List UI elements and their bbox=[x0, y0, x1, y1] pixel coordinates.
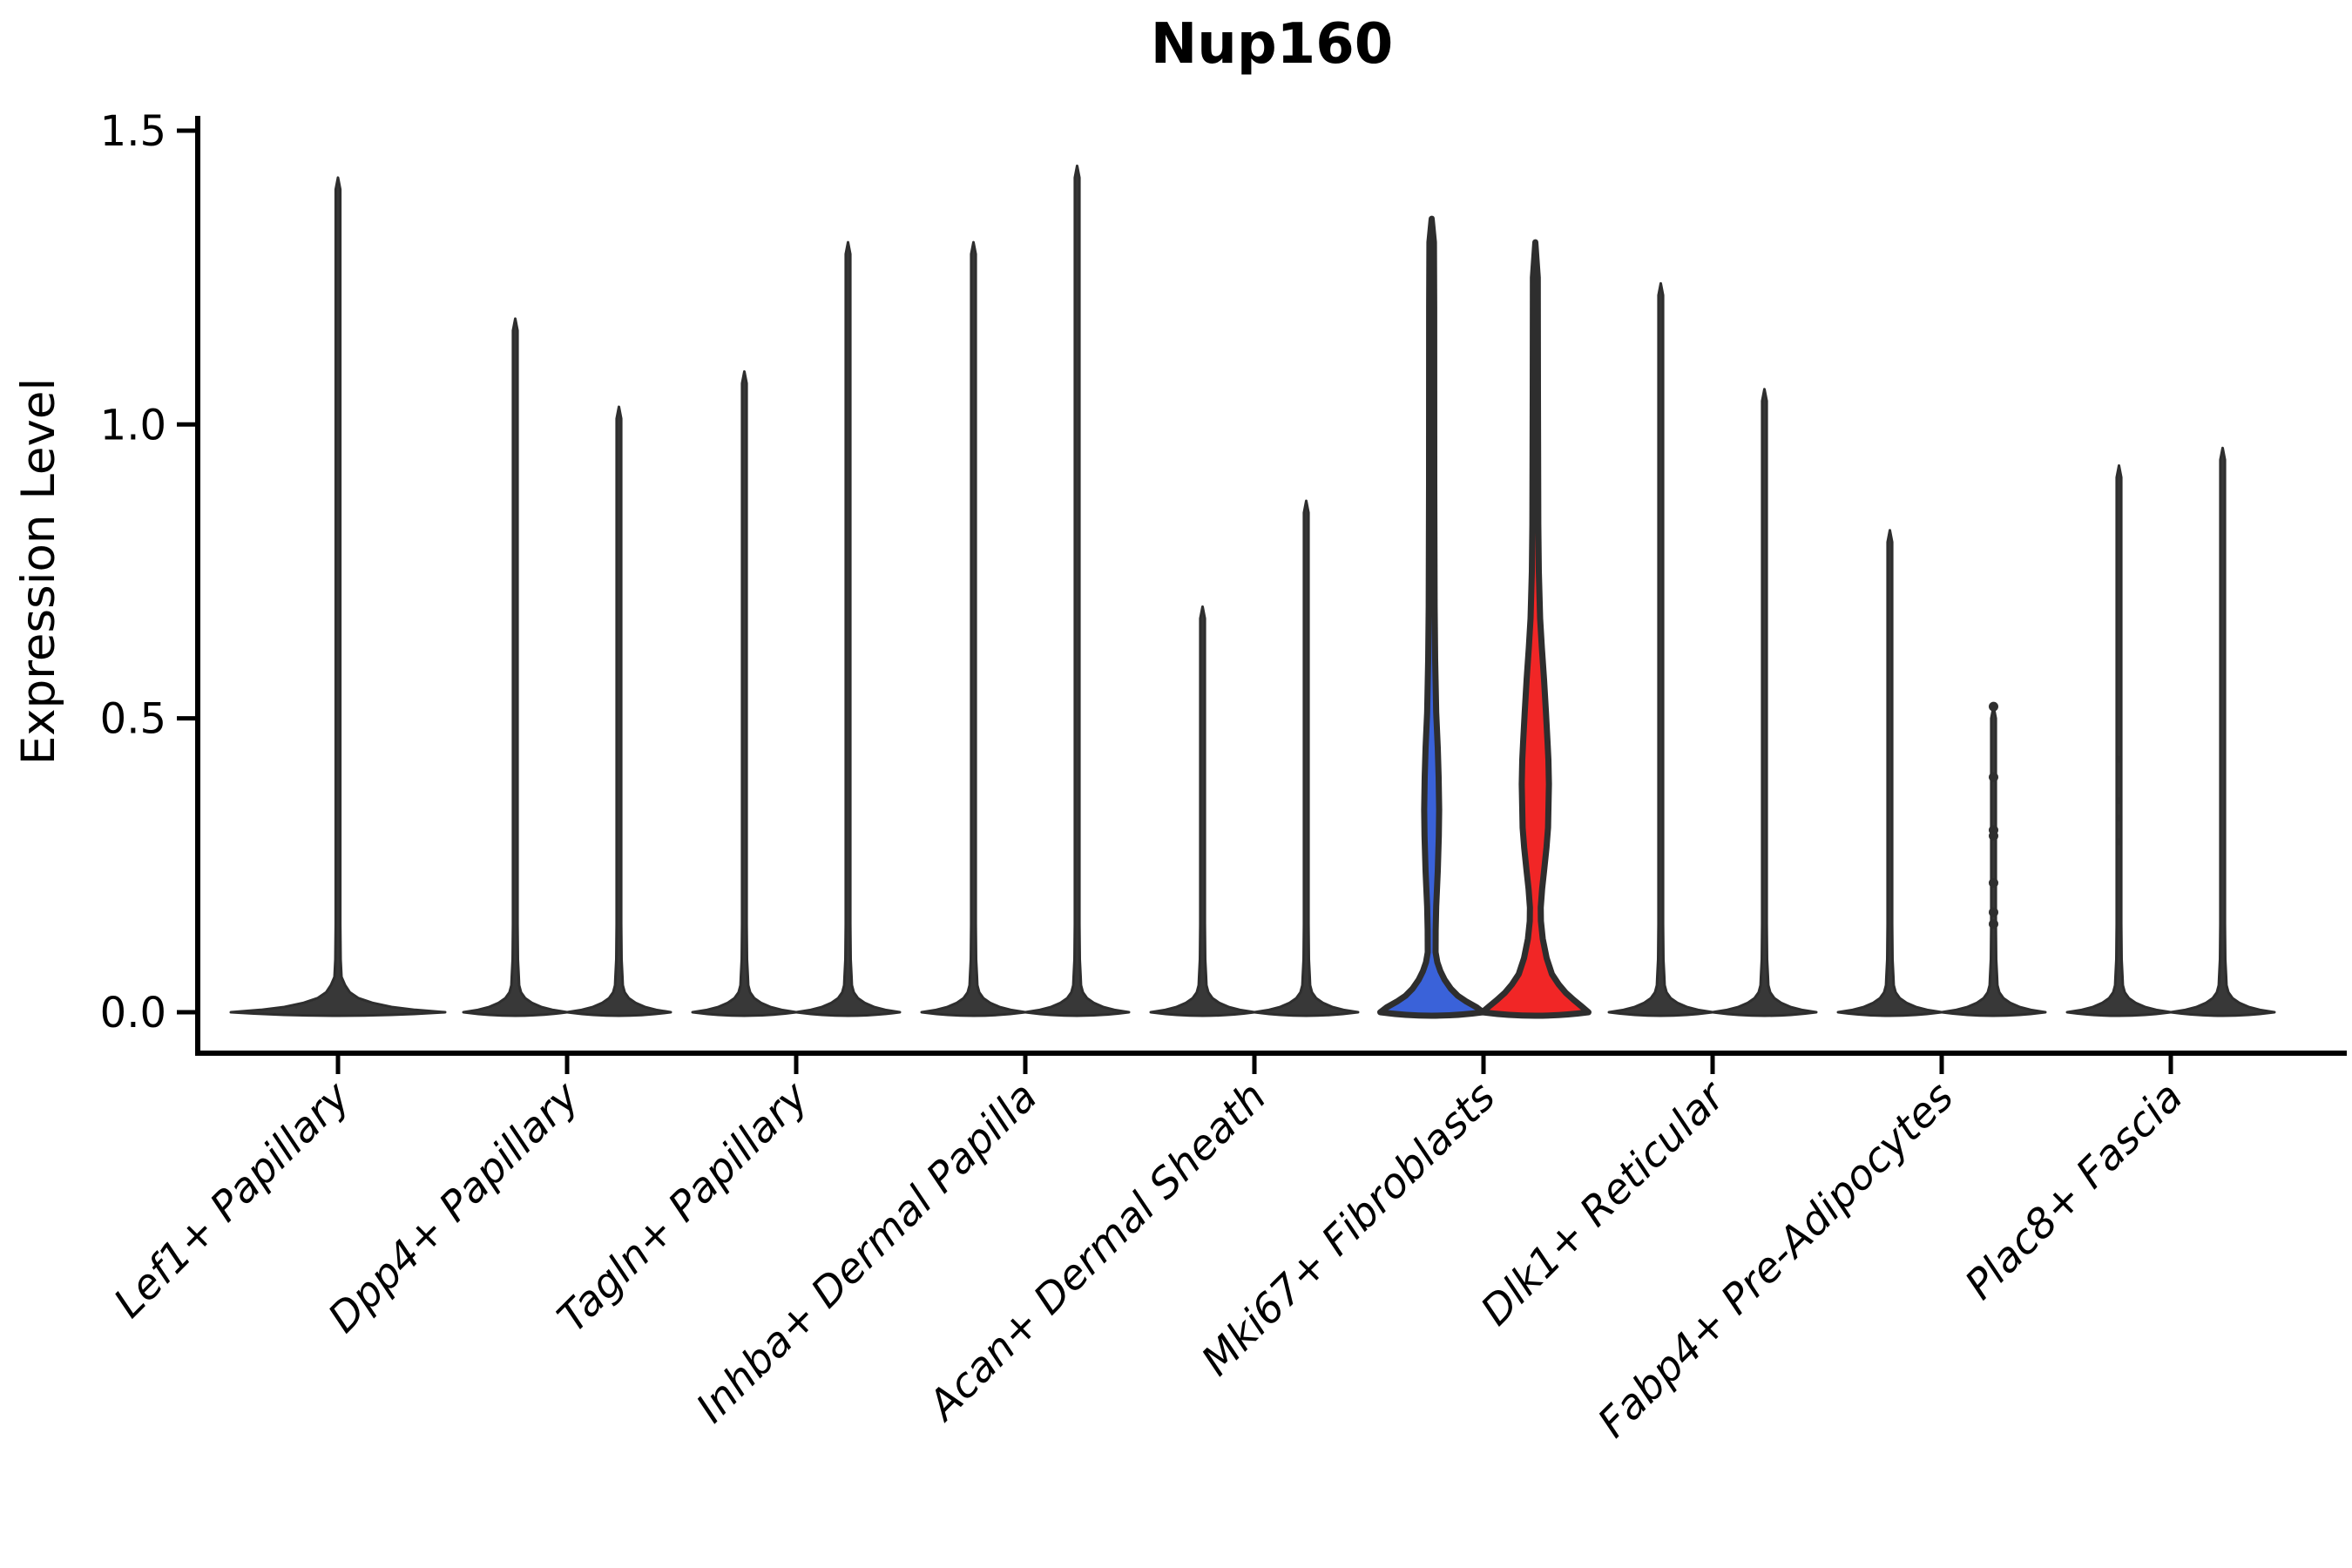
violin-1-right bbox=[565, 405, 672, 1017]
violin-8-right bbox=[2169, 446, 2276, 1017]
y-tick-label: 0.0 bbox=[100, 989, 166, 1037]
jitter-dot bbox=[1989, 772, 1998, 782]
x-tick-label-2: Tagln+ Papillary bbox=[549, 1072, 819, 1342]
violin-7-right bbox=[1940, 705, 2047, 1017]
y-axis-label: Expression Level bbox=[12, 378, 65, 765]
jitter-dot bbox=[1989, 878, 1998, 889]
jitter-dot bbox=[1989, 907, 1998, 917]
violin-6-left bbox=[1607, 281, 1714, 1017]
violin-5-right bbox=[1479, 239, 1592, 1019]
violin-layer bbox=[229, 164, 2276, 1019]
violin-0-center bbox=[229, 176, 447, 1017]
violin-8-left bbox=[2065, 464, 2173, 1017]
jitter-dot bbox=[2115, 797, 2123, 805]
violin-4-left bbox=[1149, 605, 1256, 1017]
jitter-dot bbox=[1989, 919, 1998, 929]
violin-5-left bbox=[1377, 215, 1486, 1019]
jitter-layer bbox=[1989, 701, 2123, 929]
y-tick-label: 0.5 bbox=[100, 695, 166, 744]
x-tick-label-6: Dlk1+ Reticular bbox=[1472, 1071, 1736, 1335]
jitter-dot bbox=[1989, 831, 1998, 841]
violin-4-right bbox=[1253, 499, 1360, 1017]
chart-title: Nup160 bbox=[1151, 12, 1394, 77]
jitter-dot bbox=[1989, 701, 1998, 712]
jitter-dot bbox=[2115, 814, 2123, 822]
violin-1-left bbox=[462, 317, 569, 1017]
violin-6-right bbox=[1711, 388, 1818, 1017]
jitter-dot bbox=[2115, 838, 2123, 846]
violin-2-left bbox=[691, 370, 798, 1017]
x-tick-label-1: Dpp4+ Papillary bbox=[319, 1072, 589, 1342]
violin-3-right bbox=[1024, 164, 1131, 1017]
jitter-dot bbox=[2115, 755, 2123, 763]
violin-7-left bbox=[1836, 529, 1943, 1017]
x-tick-label-0: Lef1+ Papillary bbox=[105, 1072, 360, 1328]
y-tick-label: 1.5 bbox=[100, 107, 166, 156]
violin-2-right bbox=[794, 240, 902, 1017]
x-tick-label-8: Plac8+ Fascia bbox=[1956, 1073, 2192, 1309]
y-tick-label: 1.0 bbox=[100, 401, 166, 449]
axes-layer: 0.0 0.5 1.0 1.5 bbox=[100, 107, 2347, 1074]
violin-3-left bbox=[920, 240, 1027, 1017]
